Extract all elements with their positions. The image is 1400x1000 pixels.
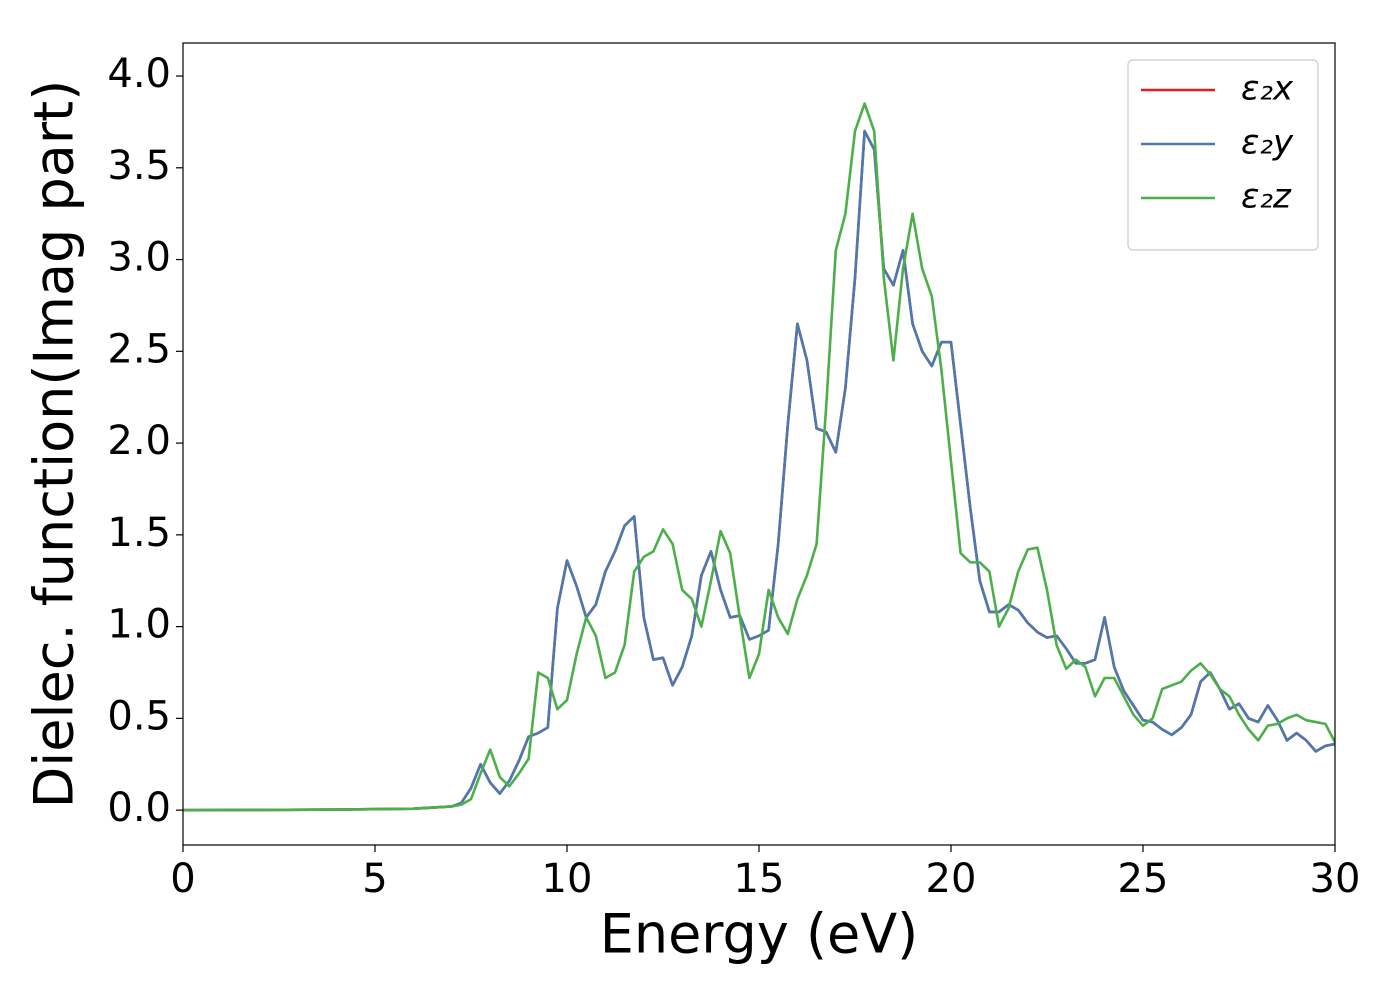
- legend-label: ε₂z: [1241, 177, 1292, 217]
- x-axis-label: Energy (eV): [600, 903, 919, 966]
- y-tick-label: 2.5: [107, 326, 171, 372]
- legend-label: ε₂y: [1241, 123, 1294, 163]
- y-tick-label: 3.5: [107, 143, 171, 189]
- y-tick-label: 3.0: [107, 235, 171, 281]
- y-tick-label: 0.0: [107, 785, 171, 831]
- x-tick-label: 25: [1118, 856, 1169, 902]
- y-tick-label: 1.0: [107, 602, 171, 648]
- legend-label: ε₂x: [1241, 69, 1294, 109]
- y-tick-label: 0.5: [107, 693, 171, 739]
- y-tick-label: 2.0: [107, 418, 171, 464]
- x-tick-label: 0: [170, 856, 195, 902]
- y-tick-label: 1.5: [107, 510, 171, 556]
- x-tick-label: 15: [734, 856, 785, 902]
- y-axis-label: Dielec. function(Imag part): [23, 80, 86, 809]
- legend-box: [1127, 59, 1319, 251]
- x-tick-label: 10: [542, 856, 593, 902]
- plot-frame: [182, 42, 1336, 846]
- series-line: [183, 102, 1335, 812]
- y-tick-label: 4.0: [107, 51, 171, 97]
- x-tick-label: 30: [1310, 856, 1361, 902]
- x-tick-label: 5: [362, 856, 387, 902]
- legend: ε₂x ε₂y ε₂z: [1127, 59, 1319, 251]
- x-tick-label: 20: [926, 856, 977, 902]
